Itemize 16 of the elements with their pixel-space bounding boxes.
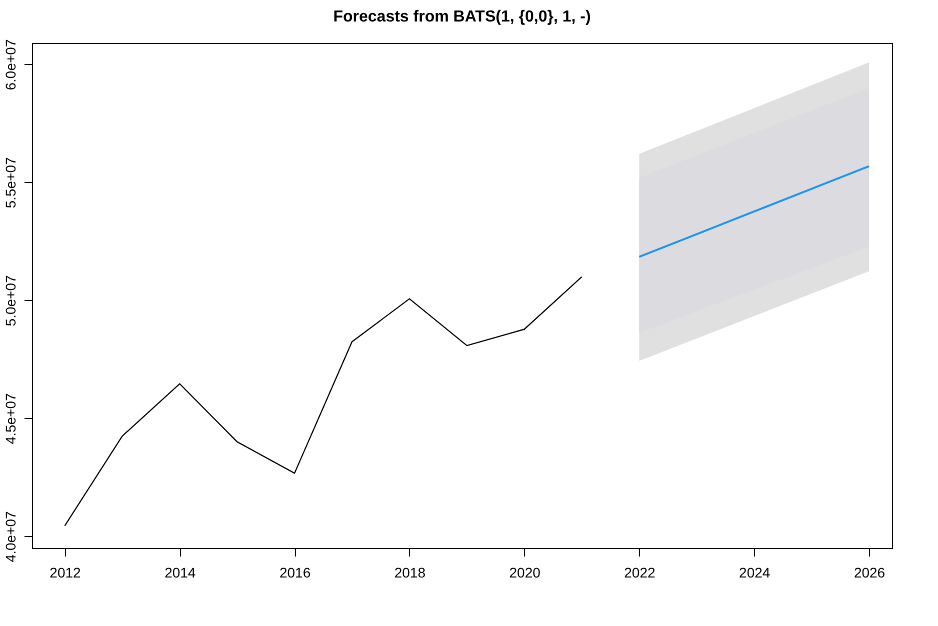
- line-series: [638, 165, 870, 258]
- chart-title: Forecasts from BATS(1, {0,0}, 1, -): [333, 8, 591, 26]
- y-tick-label: 5.0e+07: [2, 275, 18, 326]
- x-tick-label: 2014: [164, 564, 196, 580]
- x-tick-label: 2024: [739, 564, 770, 580]
- y-tick-label: 4.0e+07: [2, 510, 18, 562]
- x-tick-label: 2026: [854, 564, 886, 580]
- y-tick-label: 5.5e+07: [2, 157, 18, 208]
- y-tick-label: 6.0e+07: [2, 39, 18, 90]
- x-tick-label: 2012: [50, 564, 82, 580]
- y-tick-label: 4.5e+07: [2, 393, 18, 444]
- x-tick-label: 2016: [279, 564, 311, 580]
- x-tick-label: 2020: [509, 564, 541, 580]
- x-tick-label: 2018: [394, 564, 426, 580]
- x-tick-label: 2022: [624, 564, 656, 580]
- line-series: [64, 276, 582, 526]
